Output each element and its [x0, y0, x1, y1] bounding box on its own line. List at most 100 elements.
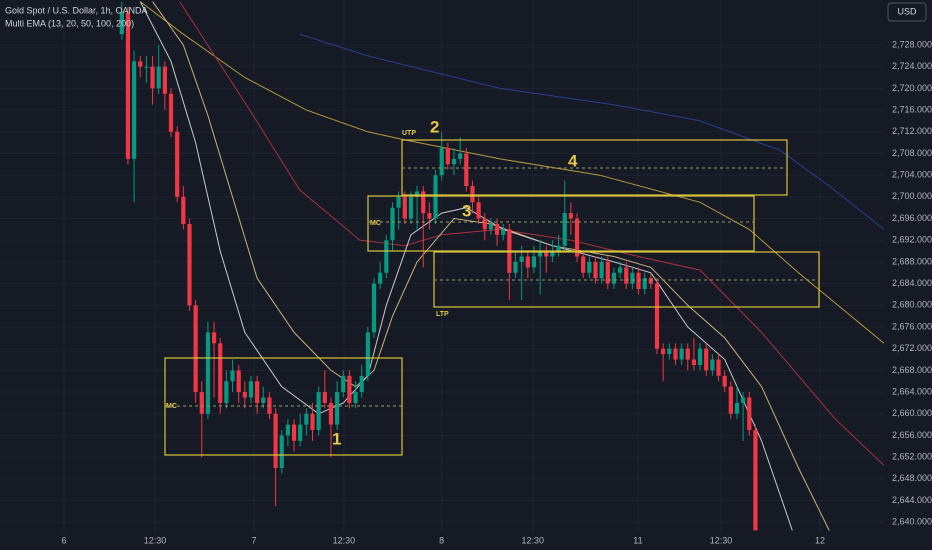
candle-body — [617, 267, 623, 273]
y-tick-label: 2,680.000 — [892, 300, 932, 310]
candle-body — [211, 332, 217, 344]
candle-body — [335, 392, 340, 425]
candle-body — [175, 131, 180, 197]
candle-body — [581, 256, 586, 273]
candle-body — [248, 381, 254, 398]
candle-body — [470, 186, 475, 203]
ema-line — [179, 1, 884, 466]
y-tick-label: 2,644.000 — [892, 495, 932, 505]
currency-button[interactable] — [887, 2, 927, 22]
y-tick-label: 2,712.000 — [892, 126, 932, 136]
y-tick-label: 2,684.000 — [892, 278, 932, 288]
candle-body — [636, 272, 641, 290]
candle-body — [218, 343, 223, 403]
candle-body — [605, 261, 610, 284]
y-tick-label: 2,696.000 — [892, 213, 932, 223]
candle-body — [132, 61, 137, 159]
candle-body — [439, 148, 444, 176]
y-tick-label: 2,704.000 — [892, 170, 932, 180]
x-tick-label: 7 — [252, 535, 257, 545]
ema-line — [152, 1, 830, 531]
candle-body — [624, 267, 629, 284]
candle-body — [371, 283, 377, 333]
candle-body — [673, 348, 678, 360]
ema-line — [299, 33, 884, 230]
candle-body — [722, 375, 727, 387]
candle-body — [285, 424, 290, 436]
y-tick-label: 2,668.000 — [892, 365, 932, 375]
candle-body — [408, 196, 414, 219]
candle-body — [347, 375, 352, 403]
candle-body — [556, 245, 561, 252]
candle-body — [322, 392, 327, 403]
candle-body — [587, 261, 592, 273]
annotation-label: UTP — [402, 130, 416, 137]
mc-box — [367, 195, 755, 252]
ema-lines — [139, 1, 884, 531]
candle-body — [716, 359, 721, 376]
candle-body — [433, 175, 438, 219]
candle-body — [544, 251, 549, 257]
candle-body — [538, 251, 543, 257]
candle-body — [353, 392, 358, 403]
x-tick-label: 11 — [633, 535, 642, 545]
y-tick-label: 2,688.000 — [892, 256, 932, 266]
candle-body — [494, 223, 500, 235]
y-tick-label: 2,728.000 — [892, 39, 932, 49]
candle-body — [611, 272, 617, 284]
candle-body — [519, 256, 524, 262]
candle-body — [667, 348, 672, 355]
candle-body — [599, 261, 604, 279]
candle-body — [193, 305, 198, 393]
candle-body — [661, 348, 666, 355]
candle-body — [316, 392, 321, 431]
x-tick-label: 12:30 — [333, 535, 356, 545]
candle-body — [187, 223, 192, 306]
candle-body — [396, 196, 401, 208]
candle-body — [236, 370, 241, 393]
candle-body — [513, 261, 518, 273]
candle-body — [593, 261, 598, 279]
candle-body — [162, 66, 167, 94]
candle-body — [390, 207, 395, 241]
candle-body — [365, 332, 370, 376]
candle-body — [679, 348, 684, 360]
candle-body — [451, 158, 457, 165]
y-tick-label: 2,692.000 — [892, 235, 932, 245]
candle-body — [168, 93, 174, 132]
candle-body — [421, 191, 426, 214]
chart-title: Gold Spot / U.S. Dollar, 1h, OANDA — [5, 5, 148, 15]
candle-body — [261, 397, 266, 403]
candle-body — [550, 251, 555, 257]
x-tick-label: 12:30 — [710, 535, 733, 545]
y-tick-label: 2,716.000 — [892, 104, 932, 114]
y-tick-label: 2,660.000 — [892, 408, 932, 418]
x-tick-label: 12:30 — [521, 535, 544, 545]
candle-body — [414, 191, 420, 197]
axes: 2,640.000 2,644.000 2,648.000 2,652.000 2,65… — [61, 39, 932, 545]
candle-body — [728, 386, 733, 414]
candle-body — [181, 196, 186, 224]
y-tick-label: 2,664.000 — [892, 386, 932, 396]
currency-label[interactable]: USD — [897, 6, 917, 16]
candle-body — [630, 272, 635, 284]
candle-body — [279, 435, 284, 469]
candle-body — [205, 332, 211, 414]
candle-body — [138, 61, 143, 67]
candle-body — [747, 397, 752, 431]
candle-body — [119, 12, 124, 35]
candle-body — [697, 348, 703, 365]
candle-body — [753, 430, 758, 531]
candle-body — [384, 240, 389, 273]
candle-body — [741, 397, 746, 403]
indicator-label: Multi EMA (13, 20, 50, 100, 200) — [5, 18, 134, 28]
candle-body — [642, 278, 647, 290]
candle-body — [199, 392, 204, 414]
candle-body — [562, 213, 567, 246]
candle-body — [685, 348, 690, 360]
y-tick-label: 2,648.000 — [892, 473, 932, 483]
candle-body — [648, 278, 653, 284]
y-tick-label: 2,720.000 — [892, 83, 932, 93]
candle-body — [304, 413, 309, 425]
